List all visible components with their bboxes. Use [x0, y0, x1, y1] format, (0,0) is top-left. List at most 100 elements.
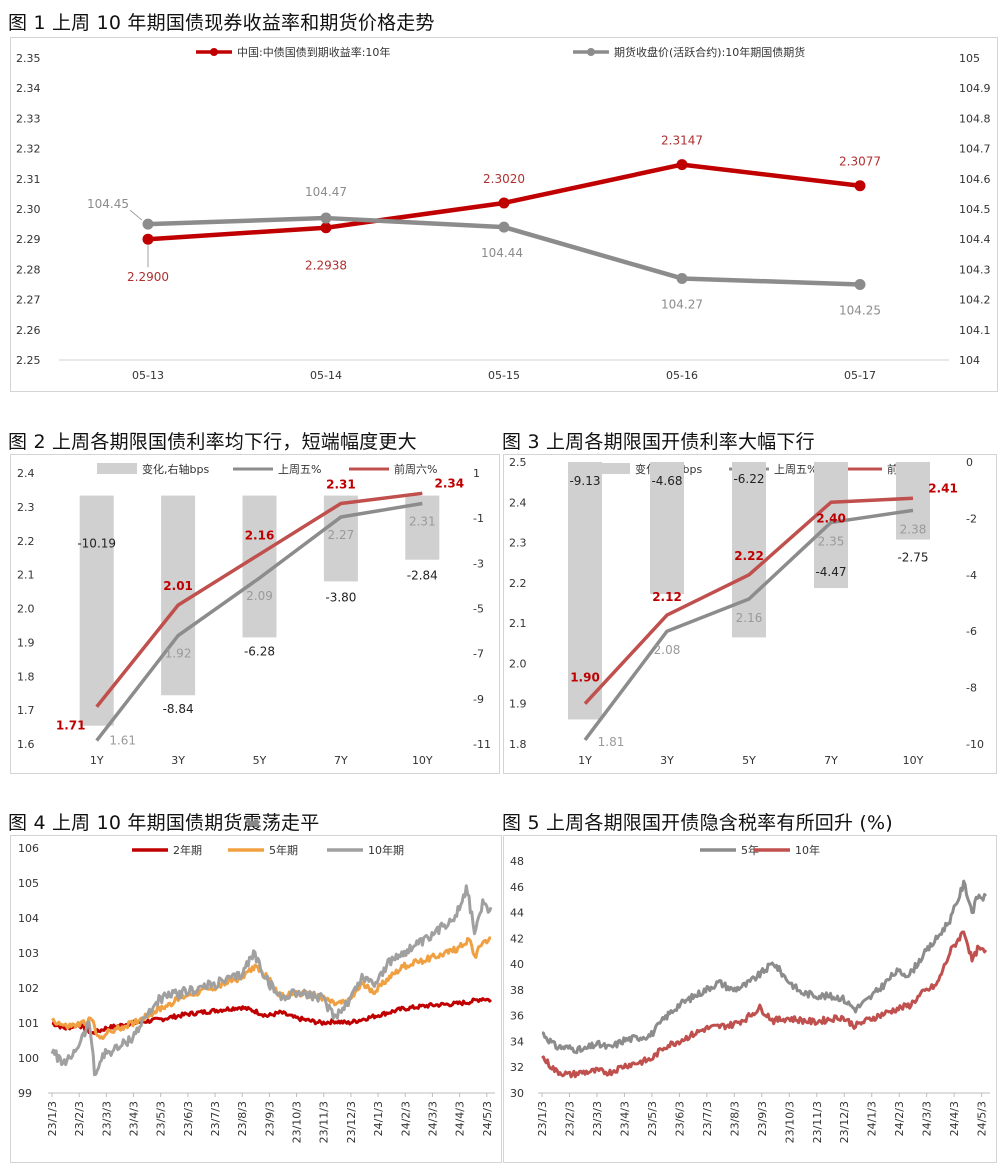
data-label: 2.38 [900, 522, 927, 536]
data-point [676, 159, 688, 171]
data-point [320, 222, 332, 234]
x-tick-label: 23/9/3 [263, 1101, 276, 1136]
y-left-tick-label: 2.2 [509, 577, 527, 590]
bar-label: -2.84 [407, 569, 438, 583]
y-right-tick-label: -7 [473, 648, 484, 661]
data-label: 2.2938 [305, 259, 347, 273]
bar-label: -9.13 [569, 474, 600, 488]
y-right-tick-label: -2 [966, 512, 977, 525]
x-tick-label: 3Y [171, 754, 185, 767]
y-left-tick-label: 1.9 [509, 698, 527, 711]
y-tick-label: 104 [18, 912, 39, 925]
x-tick-label: 23/1/3 [46, 1101, 59, 1136]
y-left-tick-label: 2.30 [16, 203, 41, 216]
y-left-tick-label: 2.3 [17, 501, 35, 514]
x-tick-label: 23/5/3 [155, 1101, 168, 1136]
y-tick-label: 42 [510, 932, 524, 945]
bar [814, 462, 848, 589]
data-label: 2.16 [245, 528, 275, 542]
x-tick-label: 10Y [412, 754, 433, 767]
series-line-friday [95, 501, 423, 742]
y-left-tick-label: 2.0 [17, 603, 35, 616]
x-tick-label: 05-17 [844, 369, 876, 382]
y-tick-label: 103 [18, 947, 39, 960]
x-tick-label: 23/4/3 [618, 1101, 631, 1136]
y-left-tick-label: 2.32 [16, 143, 41, 156]
x-tick-label: 23/10/3 [291, 1101, 304, 1143]
x-tick-label: 23/12/3 [838, 1101, 851, 1143]
y-right-tick-label: 104.1 [959, 324, 991, 337]
data-label: 2.09 [246, 589, 273, 603]
data-label: 104.25 [839, 304, 881, 318]
y-left-tick-label: 2.31 [16, 173, 41, 186]
data-point [142, 233, 154, 245]
data-label: 104.27 [661, 297, 703, 311]
bar [161, 495, 196, 696]
x-tick-label: 05-14 [310, 369, 342, 382]
y-tick-label: 99 [18, 1087, 32, 1100]
y-tick-label: 106 [18, 842, 39, 855]
x-tick-label: 23/6/3 [182, 1101, 195, 1136]
legend-label: 期货收盘价(活跃合约):10年期国债期货 [614, 45, 805, 59]
x-tick-label: 23/6/3 [673, 1101, 686, 1136]
y-right-tick-label: 0 [966, 456, 973, 469]
y-right-tick-label: -6 [966, 625, 977, 638]
legend-label: 5年 [741, 843, 759, 857]
x-tick-label: 05-13 [132, 369, 164, 382]
x-tick-label: 23/11/3 [811, 1101, 824, 1143]
y-left-tick-label: 1.8 [17, 670, 35, 683]
y-left-tick-label: 2.28 [16, 263, 41, 276]
y-right-tick-label: 104.2 [959, 294, 991, 307]
bar [568, 462, 602, 720]
y-tick-label: 44 [510, 907, 524, 920]
x-tick-label: 24/2/3 [399, 1101, 412, 1136]
y-right-tick-label: -1 [473, 512, 484, 525]
x-tick-label: 23/12/3 [345, 1101, 358, 1143]
data-label: 2.12 [652, 590, 682, 604]
x-tick-label: 24/1/3 [866, 1101, 879, 1136]
y-tick-label: 40 [510, 958, 524, 971]
x-tick-label: 05-16 [666, 369, 698, 382]
bar-label: -6.28 [244, 644, 275, 658]
y-left-tick-label: 1.8 [509, 738, 527, 751]
fig4-chart: 99 100 101 102 103 104 105 106 23/1/3 23/2/3 23/3/… [18, 842, 495, 1143]
y-left-tick-label: 2.3 [509, 537, 527, 550]
fig2-title: 图 2 上周各期限国债利率均下行，短端幅度更大 [8, 431, 417, 453]
data-point [498, 221, 510, 233]
y-tick-label: 30 [510, 1087, 524, 1100]
y-tick-label: 36 [510, 1010, 524, 1023]
data-label: 2.31 [326, 477, 356, 491]
y-left-tick-label: 2.25 [16, 354, 41, 367]
y-left-tick-label: 1.7 [17, 704, 35, 717]
x-tick-label: 10Y [903, 754, 924, 767]
y-left-tick-label: 2.35 [16, 52, 41, 65]
x-tick-label: 7Y [334, 754, 348, 767]
legend-label: 5年期 [269, 843, 298, 857]
data-label: 2.41 [928, 481, 958, 495]
data-label: 104.45 [87, 197, 129, 211]
x-tick-label: 23/11/3 [318, 1101, 331, 1143]
legend-label: 前周六% [394, 462, 437, 476]
x-tick-label: 23/9/3 [756, 1101, 769, 1136]
y-tick-label: 32 [510, 1061, 524, 1074]
y-left-tick-label: 2.4 [509, 496, 527, 509]
data-label: 2.01 [163, 579, 193, 593]
fig2-panel: 1.6 1.7 1.8 1.9 2.0 2.1 2.2 2.3 2.4 -11 -9 -7 -5 -3 -1… [10, 454, 500, 774]
series-line-prev-saturday [583, 496, 914, 705]
y-right-tick-label: 1 [473, 467, 480, 480]
legend-label: 上周五% [774, 463, 817, 476]
data-point [854, 279, 866, 290]
data-label: 1.90 [570, 671, 600, 685]
legend-label: 上周五% [278, 463, 321, 476]
data-label: 2.40 [816, 511, 846, 525]
y-right-tick-label: 104 [959, 354, 980, 367]
x-tick-label: 5Y [742, 754, 756, 767]
x-tick-label: 1Y [578, 754, 592, 767]
y-right-tick-label: -3 [473, 557, 484, 570]
data-label: 2.3020 [483, 172, 525, 186]
x-tick-label: 23/1/3 [536, 1101, 549, 1136]
data-label: 2.08 [654, 643, 681, 657]
x-tick-label: 23/2/3 [73, 1101, 86, 1136]
x-tick-label: 24/3/3 [426, 1101, 439, 1136]
x-tick-label: 23/10/3 [783, 1101, 796, 1143]
